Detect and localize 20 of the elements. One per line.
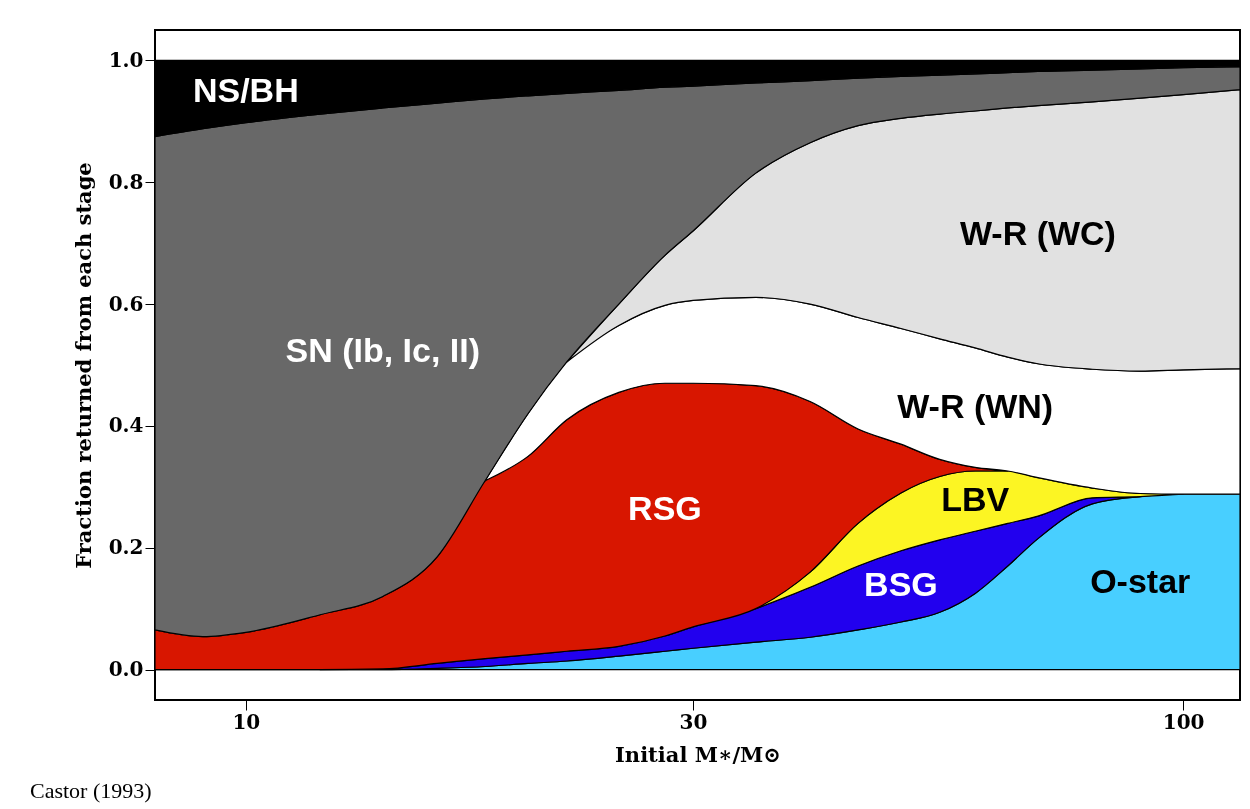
series-label: RSG <box>628 488 702 527</box>
y-tick-label: 0.8 <box>108 169 144 194</box>
series-label: O-star <box>1090 562 1191 601</box>
series-label: LBV <box>941 480 1010 519</box>
y-axis-title: Fraction returned from each stage <box>70 162 96 569</box>
x-axis-title: Initial M∗/M⊙ <box>615 741 781 767</box>
y-tick-label: 0.2 <box>108 535 144 560</box>
x-tick-label: 100 <box>1162 709 1205 734</box>
y-tick-label: 0.4 <box>108 413 144 438</box>
y-tick-label: 0.6 <box>108 291 144 316</box>
x-tick-label: 30 <box>679 709 708 734</box>
series-label: NS/BH <box>192 70 299 109</box>
series-label: W-R (WN) <box>897 386 1054 425</box>
y-tick-label: 1.0 <box>108 47 144 72</box>
y-tick-label: 0.0 <box>108 657 144 682</box>
x-tick-label: 10 <box>232 709 261 734</box>
text: Castor (1993) <box>30 778 152 803</box>
series-label: SN (Ib, Ic, II) <box>285 331 481 370</box>
series-label: W-R (WC) <box>959 213 1116 252</box>
series-label: BSG <box>864 565 938 604</box>
